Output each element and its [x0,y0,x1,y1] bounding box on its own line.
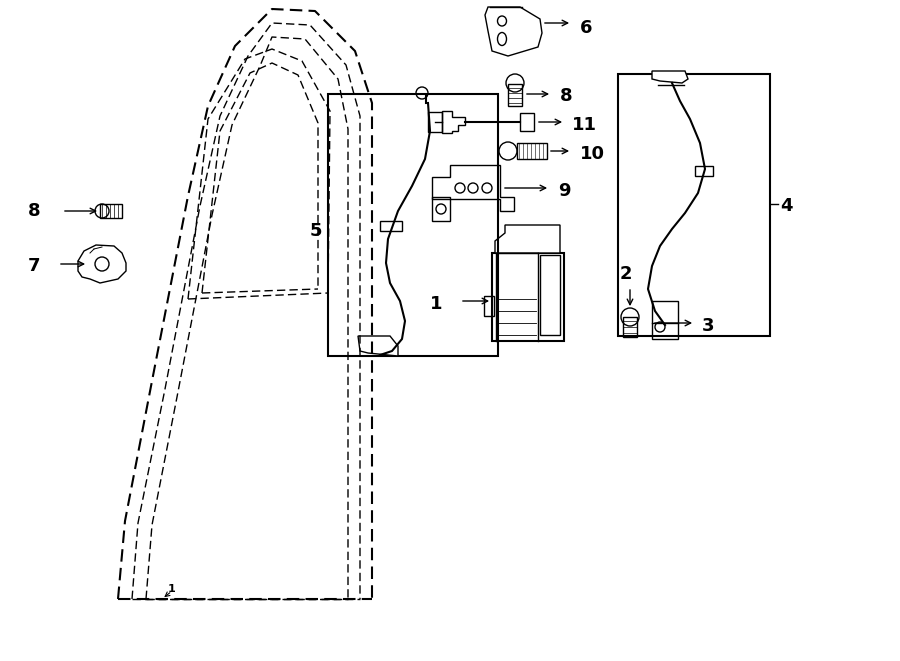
Bar [540,255,560,335]
Bar [428,112,442,132]
Text: 8: 8 [560,87,572,105]
Bar [328,94,498,356]
Bar [517,143,547,159]
Text: 8: 8 [28,202,40,220]
Text: 2: 2 [620,265,633,283]
Polygon shape [495,225,560,253]
Text: 4: 4 [780,197,793,215]
Text: 5: 5 [310,222,322,240]
Bar [623,317,637,337]
Bar [695,166,713,176]
Bar [508,84,522,106]
Text: 11: 11 [572,116,597,134]
Bar [618,74,770,336]
Bar [432,197,450,221]
Text: 10: 10 [580,145,605,163]
Bar [100,204,122,218]
Bar [520,113,534,131]
Text: 1: 1 [430,295,443,313]
Polygon shape [432,165,514,211]
Bar [380,221,402,231]
Text: 7: 7 [28,257,40,275]
Text: 1: 1 [168,584,176,594]
Bar [652,301,678,339]
Polygon shape [78,245,126,283]
Polygon shape [485,7,542,56]
Text: 6: 6 [580,19,592,37]
Polygon shape [652,71,688,83]
Polygon shape [358,336,398,356]
Text: 3: 3 [702,317,715,335]
Polygon shape [442,111,465,133]
Text: 9: 9 [558,182,571,200]
Bar [492,253,564,341]
Bar [484,296,494,316]
